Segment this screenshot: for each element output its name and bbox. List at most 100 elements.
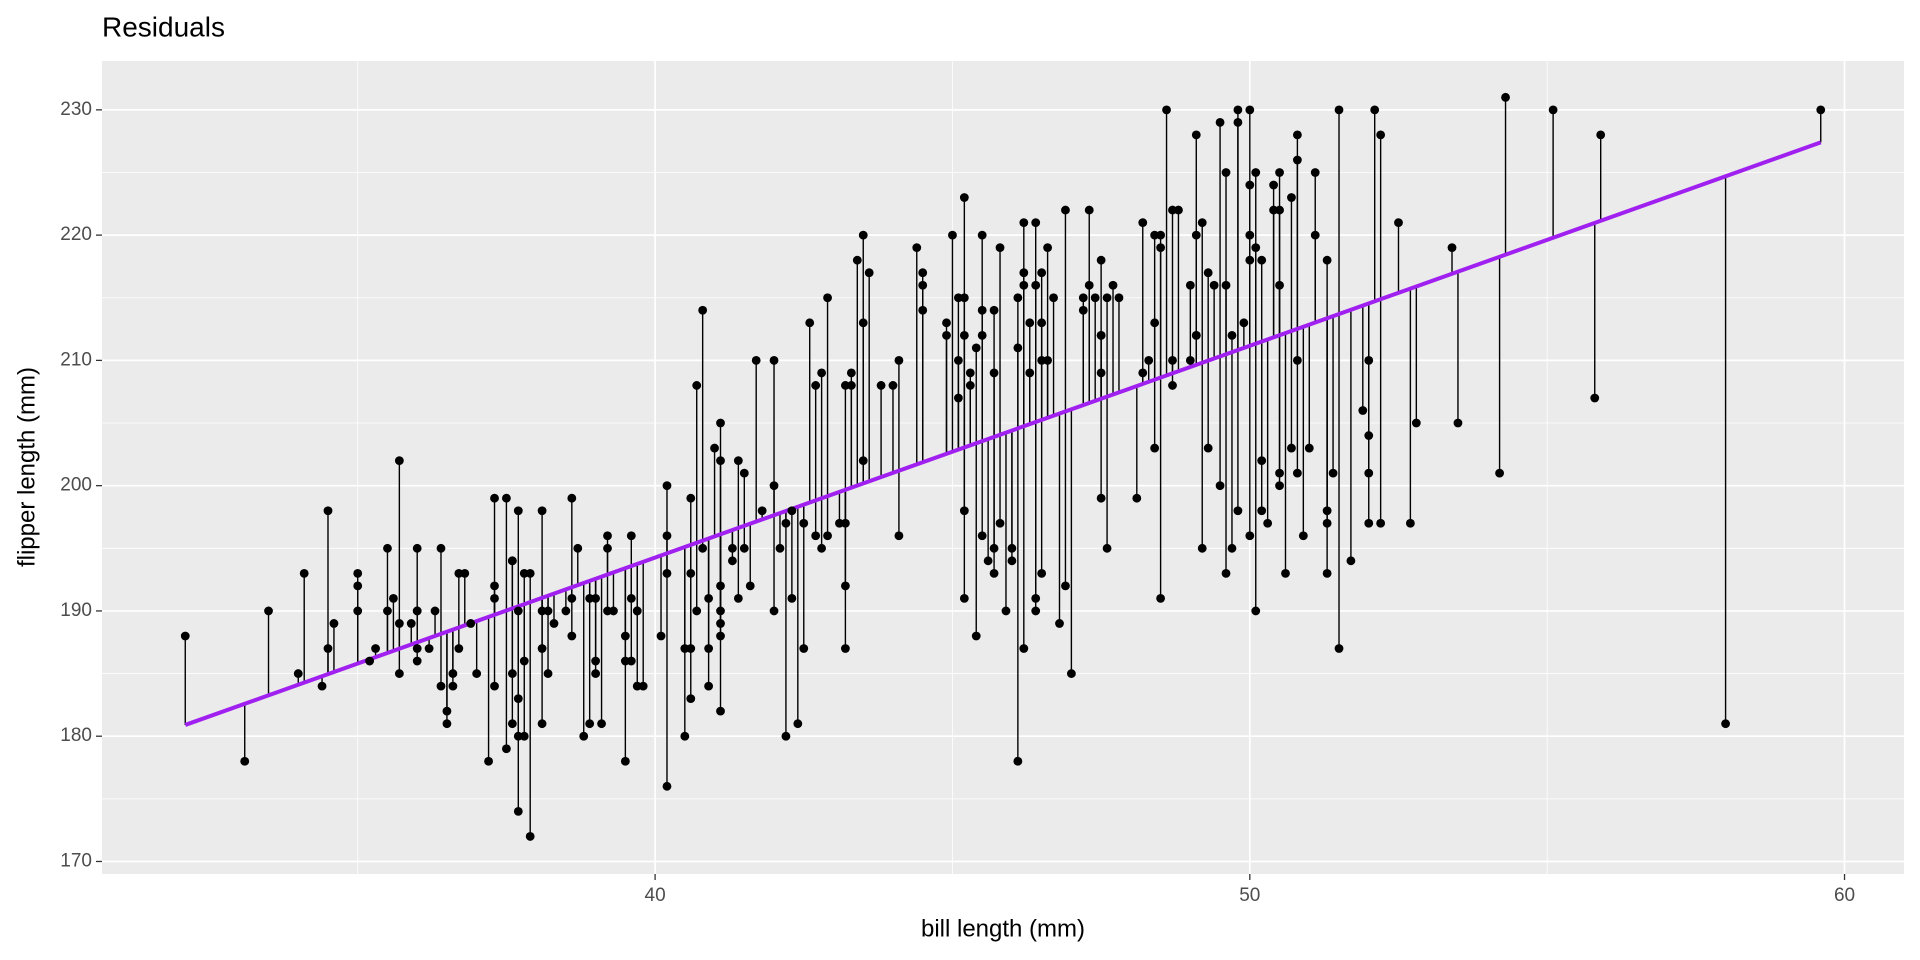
point — [1001, 606, 1011, 616]
point — [1174, 205, 1183, 215]
point — [1049, 293, 1058, 303]
point — [1013, 293, 1023, 303]
x-tick-label: 50 — [1239, 885, 1260, 906]
point — [609, 606, 618, 616]
point — [519, 731, 529, 741]
point — [490, 594, 499, 603]
point — [1721, 719, 1730, 729]
point — [1168, 355, 1177, 365]
point — [454, 644, 464, 653]
point — [1066, 669, 1076, 678]
point — [953, 393, 963, 403]
x-axis-label: bill length (mm) — [921, 915, 1085, 942]
point — [787, 506, 797, 516]
axes: 40 50 60 170 180 190 200 210 220 230 — [60, 99, 1855, 906]
point — [513, 506, 523, 516]
point — [840, 518, 850, 528]
point — [264, 606, 273, 616]
point — [971, 631, 981, 641]
point — [704, 594, 714, 603]
point — [739, 468, 749, 478]
point — [1132, 493, 1142, 503]
x-tick-label: 60 — [1834, 885, 1855, 906]
point — [704, 681, 714, 691]
point — [1061, 581, 1070, 591]
point — [662, 568, 672, 578]
points — [180, 92, 1826, 841]
point — [430, 606, 440, 616]
point — [507, 556, 517, 566]
point — [1447, 243, 1457, 253]
point — [1501, 92, 1510, 102]
point — [1221, 568, 1231, 578]
point — [1310, 168, 1320, 177]
point — [995, 243, 1005, 253]
point — [864, 268, 874, 278]
point — [769, 481, 779, 491]
point — [1257, 255, 1267, 265]
point — [1275, 280, 1284, 290]
point — [383, 543, 392, 553]
point — [490, 681, 499, 691]
point — [1025, 318, 1035, 328]
point — [858, 318, 868, 328]
point — [394, 619, 404, 628]
point — [591, 669, 601, 678]
point — [686, 493, 696, 503]
point — [1495, 468, 1504, 478]
point — [716, 706, 725, 716]
point — [1233, 105, 1243, 115]
point — [840, 581, 850, 591]
point — [1227, 543, 1237, 553]
point — [1304, 443, 1314, 453]
point — [1233, 506, 1243, 516]
point — [1269, 180, 1278, 190]
y-tick-label: 230 — [60, 99, 92, 120]
fit-line — [184, 140, 1822, 727]
point — [704, 644, 714, 653]
point — [757, 506, 767, 516]
point — [989, 305, 999, 315]
point — [1007, 556, 1017, 566]
point — [329, 619, 339, 628]
point — [240, 756, 250, 766]
plot-panel — [102, 61, 1904, 874]
point — [1281, 568, 1290, 578]
point — [1203, 443, 1213, 453]
point — [323, 506, 333, 516]
point — [371, 644, 380, 653]
point — [299, 568, 309, 578]
point — [971, 343, 981, 353]
point — [507, 719, 517, 729]
point — [989, 568, 999, 578]
point — [632, 606, 642, 616]
point — [918, 268, 928, 278]
point — [1245, 180, 1255, 190]
point — [1037, 268, 1047, 278]
point — [1263, 518, 1273, 528]
point — [1191, 130, 1201, 140]
point — [793, 719, 803, 729]
point — [543, 669, 553, 678]
point — [1245, 255, 1255, 265]
point — [1096, 255, 1106, 265]
point — [626, 656, 636, 666]
point — [745, 581, 755, 591]
point — [959, 594, 969, 603]
point — [353, 581, 363, 591]
point — [1043, 243, 1053, 253]
point — [942, 330, 951, 340]
point — [1322, 506, 1332, 516]
point — [1197, 218, 1207, 227]
point — [1203, 268, 1213, 278]
point — [1370, 105, 1380, 115]
point — [484, 756, 493, 766]
point — [1162, 105, 1171, 115]
point — [567, 493, 577, 503]
point — [1322, 255, 1332, 265]
point — [1322, 518, 1332, 528]
point — [1292, 130, 1302, 140]
point — [1298, 531, 1308, 541]
point — [1322, 568, 1332, 578]
point — [787, 594, 797, 603]
